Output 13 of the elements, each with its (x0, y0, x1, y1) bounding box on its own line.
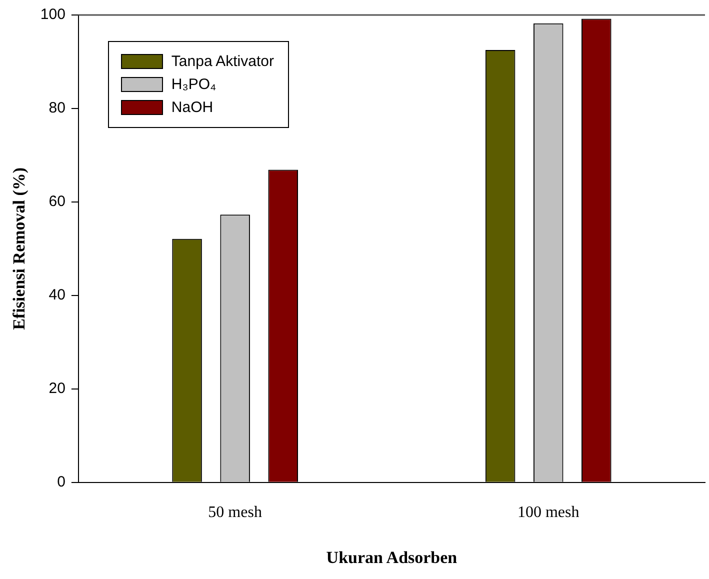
y-tick-label: 80 (48, 100, 66, 117)
legend-label: NaOH (171, 99, 214, 116)
y-tick-label: 40 (48, 286, 66, 304)
x-axis-title: Ukuran Adsorben (326, 548, 458, 568)
legend-label: H₃PO₄ (171, 76, 216, 93)
x-tick-label: 100 mesh (517, 504, 580, 522)
legend-label: Tanpa Aktivator (171, 53, 274, 70)
y-tick-label: 100 (40, 6, 66, 24)
y-tick-label: 0 (57, 474, 66, 491)
y-axis-title: Efisiensi Removal (%) (10, 167, 29, 330)
y-tick-label: 20 (48, 380, 66, 398)
y-tick-label: 60 (48, 193, 66, 210)
x-tick-label: 50 mesh (208, 504, 262, 522)
